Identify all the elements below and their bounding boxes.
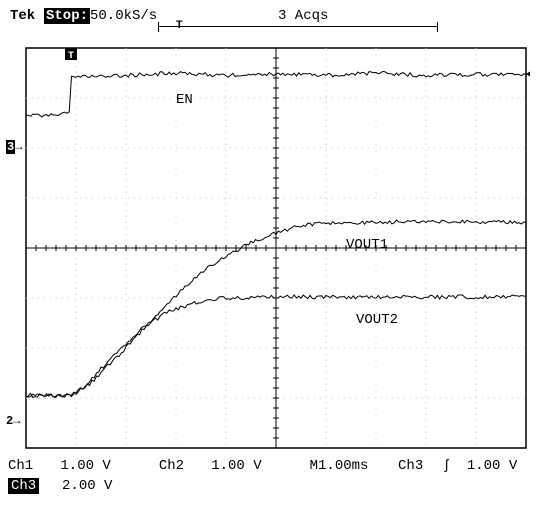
rising-edge-icon: ʃ [442,456,458,476]
trigger-position-bar [158,26,438,27]
ch3-ground-marker: 3→ [6,140,22,154]
svg-text:VOUT1: VOUT1 [346,237,388,253]
ch1-scale: 1.00 V [60,456,150,476]
scope-header: Tek Stop: 50.0kS/s 3 Acqs T [8,8,556,44]
ch1-label: Ch1 [8,456,52,476]
svg-text:T: T [68,51,74,62]
trigger-position-marker: T [176,20,183,32]
run-state: Stop: [44,8,90,24]
ch3-scale: 2.00 V [62,478,112,494]
sample-rate: 50.0kS/s [90,8,157,24]
svg-text:VOUT2: VOUT2 [356,312,398,328]
ch2-label: Ch2 [159,456,203,476]
timebase: M1.00ms [310,456,390,476]
footer-line-2: Ch3 2.00 V [8,476,556,496]
footer-line-1: Ch1 1.00 V Ch2 1.00 V M1.00ms Ch3 ʃ 1.00… [8,456,556,476]
acq-count: 3 Acqs [278,8,328,24]
scope-footer: Ch1 1.00 V Ch2 1.00 V M1.00ms Ch3 ʃ 1.00… [8,456,556,496]
trig-channel: Ch3 [398,456,434,476]
ch2-ground-marker: 2→ [6,414,20,428]
ch3-label: Ch3 [8,478,39,494]
scope-plot: T EN VOUT1 VOUT2 [8,44,530,452]
brand-label: Tek [10,8,35,24]
oscilloscope-screen: 3→ 2→ T EN VOUT1 VOUT2 [8,44,548,452]
ch2-scale: 1.00 V [211,456,301,476]
svg-text:EN: EN [176,92,193,108]
trig-level: 1.00 V [467,456,517,476]
